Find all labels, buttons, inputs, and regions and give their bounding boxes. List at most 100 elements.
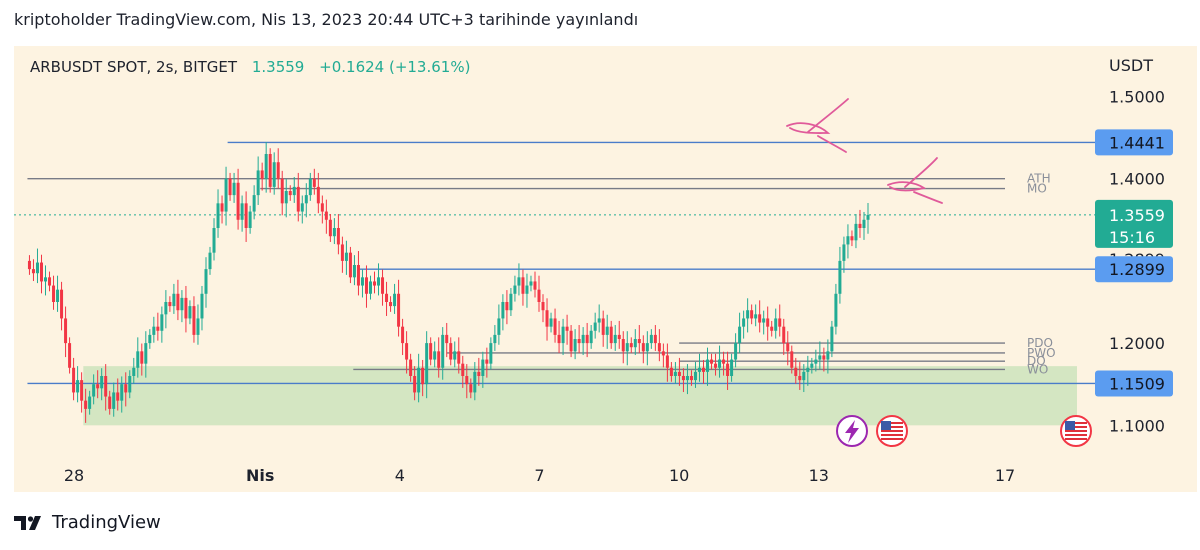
tradingview-logo[interactable]: TradingView bbox=[14, 512, 161, 533]
candle bbox=[100, 376, 104, 389]
candle bbox=[308, 178, 312, 196]
candle bbox=[144, 343, 148, 364]
candle bbox=[409, 359, 413, 376]
symbol-price: 1.3559 bbox=[251, 58, 305, 76]
candle bbox=[184, 297, 188, 319]
candle bbox=[693, 371, 697, 381]
candle bbox=[228, 178, 232, 196]
candle bbox=[224, 178, 228, 212]
candle bbox=[477, 371, 481, 376]
candle bbox=[726, 363, 730, 376]
current-price-label: 1.3559 bbox=[1109, 206, 1165, 225]
candle bbox=[533, 281, 537, 290]
candle bbox=[373, 281, 377, 286]
candle bbox=[509, 293, 513, 311]
candle bbox=[405, 343, 409, 360]
candle bbox=[316, 186, 320, 204]
y-tick-label: 1.4000 bbox=[1109, 170, 1165, 189]
candle bbox=[734, 343, 738, 360]
price-tag[interactable] bbox=[1095, 129, 1173, 156]
candle bbox=[826, 351, 830, 360]
tradingview-brand: TradingView bbox=[52, 512, 161, 533]
candle bbox=[152, 326, 156, 335]
candle bbox=[180, 297, 184, 311]
candle bbox=[601, 318, 605, 335]
lightning-event-icon[interactable] bbox=[836, 415, 868, 447]
flag-stripe bbox=[881, 426, 903, 428]
candle bbox=[188, 306, 192, 319]
candle bbox=[545, 310, 549, 327]
candle bbox=[368, 281, 372, 294]
candle bbox=[421, 367, 425, 385]
candle bbox=[597, 318, 601, 323]
candle bbox=[657, 343, 661, 352]
symbol-name[interactable]: ARBUSDT SPOT, 2s, BITGET bbox=[30, 58, 238, 76]
candle bbox=[60, 289, 64, 319]
candle bbox=[364, 277, 368, 294]
candle bbox=[714, 363, 718, 368]
flag-canton bbox=[881, 421, 891, 430]
candle bbox=[76, 380, 80, 393]
candle bbox=[344, 252, 348, 261]
candle bbox=[722, 359, 726, 364]
lightning-bolt bbox=[845, 420, 859, 443]
candle bbox=[340, 244, 344, 261]
level-label-mo: MO bbox=[1027, 182, 1047, 196]
candle bbox=[665, 355, 669, 368]
candle bbox=[433, 351, 437, 360]
candle bbox=[521, 277, 525, 294]
candle bbox=[573, 339, 577, 352]
candle bbox=[617, 334, 621, 339]
candle bbox=[377, 277, 381, 286]
candle bbox=[56, 289, 60, 302]
price-tag-label: 1.1509 bbox=[1109, 374, 1165, 393]
candle bbox=[140, 351, 144, 364]
candle bbox=[196, 318, 200, 335]
flag-stripe bbox=[1065, 430, 1087, 432]
candle bbox=[842, 244, 846, 261]
candle bbox=[718, 359, 722, 368]
candle bbox=[706, 359, 710, 372]
x-tick-label: 28 bbox=[64, 466, 84, 485]
candle bbox=[762, 318, 766, 323]
symbol-change: +0.1624 (+13.61%) bbox=[319, 58, 471, 76]
axis-currency: USDT bbox=[1109, 56, 1153, 75]
current-price-tag[interactable] bbox=[1095, 199, 1173, 248]
candle bbox=[774, 318, 778, 331]
level-label-ath: ATH bbox=[1027, 172, 1051, 186]
candle bbox=[449, 343, 453, 360]
candle bbox=[541, 302, 545, 311]
candle bbox=[525, 285, 529, 294]
us-flag-event-icon[interactable] bbox=[1060, 415, 1092, 447]
candle bbox=[120, 384, 124, 401]
publish-caption: kriptoholder TradingView.com, Nis 13, 20… bbox=[14, 10, 639, 29]
candle bbox=[429, 343, 433, 360]
candle bbox=[758, 314, 762, 323]
candle bbox=[485, 359, 489, 364]
candle bbox=[284, 191, 288, 204]
candle bbox=[401, 326, 405, 344]
flag-stripe bbox=[881, 434, 903, 436]
price-tag[interactable] bbox=[1095, 256, 1173, 283]
candle bbox=[264, 154, 268, 179]
candle bbox=[661, 351, 665, 356]
candle bbox=[782, 326, 786, 344]
candle bbox=[537, 289, 541, 302]
us-flag-event-icon[interactable] bbox=[876, 415, 908, 447]
candle bbox=[846, 236, 850, 245]
candle bbox=[204, 269, 208, 294]
candle bbox=[160, 314, 164, 331]
price-tag[interactable] bbox=[1095, 370, 1173, 397]
candle bbox=[750, 310, 754, 319]
candle bbox=[814, 359, 818, 364]
candle bbox=[31, 269, 35, 274]
candle bbox=[92, 384, 96, 397]
candle bbox=[84, 400, 88, 409]
candle bbox=[677, 371, 681, 376]
y-tick-label: 1.5000 bbox=[1109, 87, 1165, 106]
candle bbox=[68, 343, 72, 368]
candle bbox=[609, 326, 613, 344]
level-label-pwo: PWO bbox=[1027, 346, 1056, 360]
candle bbox=[288, 191, 292, 196]
